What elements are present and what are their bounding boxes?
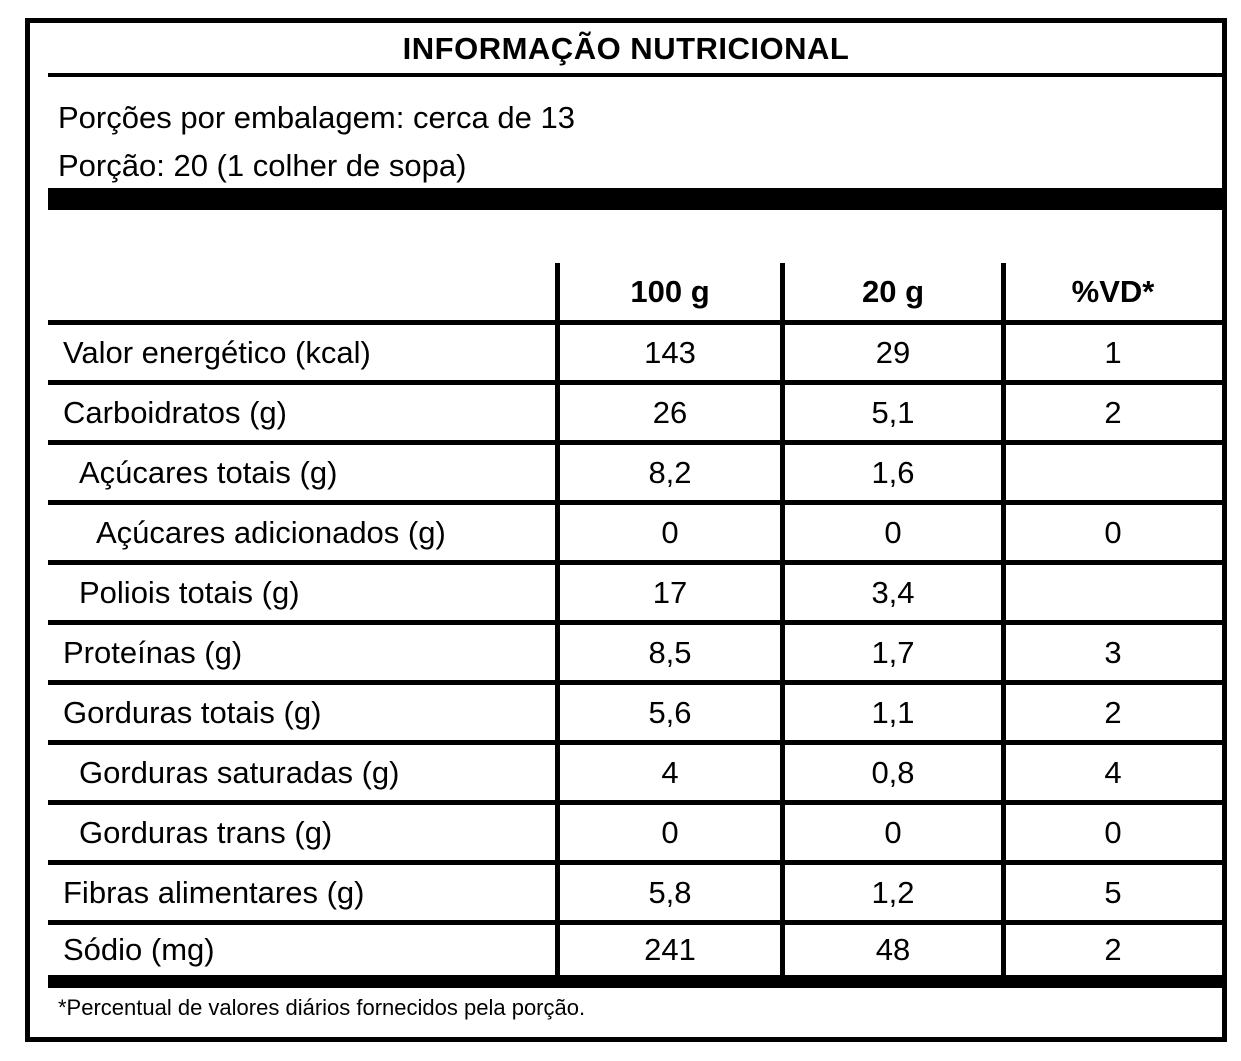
- value-daily-percent: 2: [1104, 695, 1122, 730]
- nutrient-label: Carboidratos (g): [63, 395, 287, 430]
- header-divider: [48, 320, 1222, 325]
- table-row: Gorduras totais (g) 5,6 1,1 2: [48, 685, 1222, 740]
- value-per-serving: 1,2: [871, 875, 915, 910]
- value-per-100g: 26: [652, 395, 688, 430]
- value-daily-percent: 2: [1104, 932, 1122, 967]
- row-divider: [48, 380, 1222, 385]
- value-per-100g: 143: [644, 335, 696, 370]
- nutrient-label: Açúcares adicionados (g): [96, 515, 446, 550]
- value-per-100g: 0: [661, 515, 679, 550]
- row-divider: [48, 800, 1222, 805]
- value-daily-percent: 1: [1104, 335, 1122, 370]
- value-per-100g: 4: [661, 755, 679, 790]
- row-divider: [48, 440, 1222, 445]
- value-per-100g: 5,8: [648, 875, 692, 910]
- bottom-separator-bar: [48, 975, 1222, 988]
- servings-per-package-text: Porções por embalagem: cerca de 13: [58, 100, 575, 135]
- nutrient-label: Gorduras totais (g): [63, 695, 322, 730]
- value-per-serving: 0,8: [871, 755, 915, 790]
- row-divider: [48, 620, 1222, 625]
- value-daily-percent: [1005, 445, 1221, 500]
- value-per-serving: 29: [875, 335, 911, 370]
- value-per-serving: 1,7: [871, 635, 915, 670]
- value-per-serving: 5,1: [871, 395, 915, 430]
- value-per-serving: 1,6: [871, 455, 915, 490]
- row-divider: [48, 500, 1222, 505]
- table-row: Fibras alimentares (g) 5,8 1,2 5: [48, 865, 1222, 920]
- value-per-serving: 48: [875, 932, 911, 967]
- value-daily-percent: 3: [1104, 635, 1122, 670]
- column-header-100g: 100 g: [630, 273, 710, 309]
- column-header-vd: %VD*: [1071, 273, 1155, 309]
- value-per-100g: 8,5: [648, 635, 692, 670]
- table-row: Poliois totais (g) 17 3,4: [48, 565, 1222, 620]
- value-per-100g: 0: [661, 815, 679, 850]
- table-row: Açúcares adicionados (g) 0 0 0: [48, 505, 1222, 560]
- top-separator-bar: [48, 188, 1222, 210]
- nutrient-label: Poliois totais (g): [79, 575, 300, 610]
- table-row: Gorduras trans (g) 0 0 0: [48, 805, 1222, 860]
- table-row: Carboidratos (g) 26 5,1 2: [48, 385, 1222, 440]
- daily-value-footnote: *Percentual de valores diários fornecido…: [58, 995, 586, 1020]
- value-daily-percent: 0: [1104, 515, 1122, 550]
- table-row: Açúcares totais (g) 8,2 1,6: [48, 445, 1222, 500]
- table-row: Gorduras saturadas (g) 4 0,8 4: [48, 745, 1222, 800]
- value-per-100g: 17: [652, 575, 688, 610]
- label-title: INFORMAÇÃO NUTRICIONAL: [402, 31, 850, 66]
- value-daily-percent: 2: [1104, 395, 1122, 430]
- value-per-serving: 3,4: [871, 575, 915, 610]
- nutrient-label: Açúcares totais (g): [79, 455, 338, 490]
- nutrient-label: Sódio (mg): [63, 932, 215, 967]
- nutrient-label: Gorduras trans (g): [79, 815, 333, 850]
- nutrient-label: Gorduras saturadas (g): [79, 755, 400, 790]
- row-divider: [48, 680, 1222, 685]
- value-per-100g: 241: [644, 932, 696, 967]
- value-daily-percent: 4: [1104, 755, 1122, 790]
- value-per-serving: 0: [884, 815, 902, 850]
- table-row: Sódio (mg) 241 48 2: [48, 925, 1222, 975]
- row-divider: [48, 560, 1222, 565]
- serving-size-text: Porção: 20 (1 colher de sopa): [58, 148, 467, 183]
- column-header-20g: 20 g: [861, 273, 925, 309]
- value-per-serving: 1,1: [871, 695, 915, 730]
- table-row: Valor energético (kcal) 143 29 1: [48, 325, 1222, 380]
- nutrient-label: Fibras alimentares (g): [63, 875, 365, 910]
- value-per-100g: 5,6: [648, 695, 692, 730]
- title-divider: [48, 73, 1222, 77]
- value-per-serving: 0: [884, 515, 902, 550]
- nutrient-label: Proteínas (g): [63, 635, 243, 670]
- row-divider: [48, 860, 1222, 865]
- column-separator: [1001, 263, 1006, 975]
- nutrient-label: Valor energético (kcal): [63, 335, 371, 370]
- column-separator: [555, 263, 560, 975]
- value-daily-percent: 0: [1104, 815, 1122, 850]
- table-row: Proteínas (g) 8,5 1,7 3: [48, 625, 1222, 680]
- column-separator: [780, 263, 785, 975]
- row-divider: [48, 740, 1222, 745]
- value-daily-percent: [1005, 565, 1221, 620]
- value-per-100g: 8,2: [648, 455, 692, 490]
- value-daily-percent: 5: [1104, 875, 1122, 910]
- row-divider: [48, 920, 1222, 925]
